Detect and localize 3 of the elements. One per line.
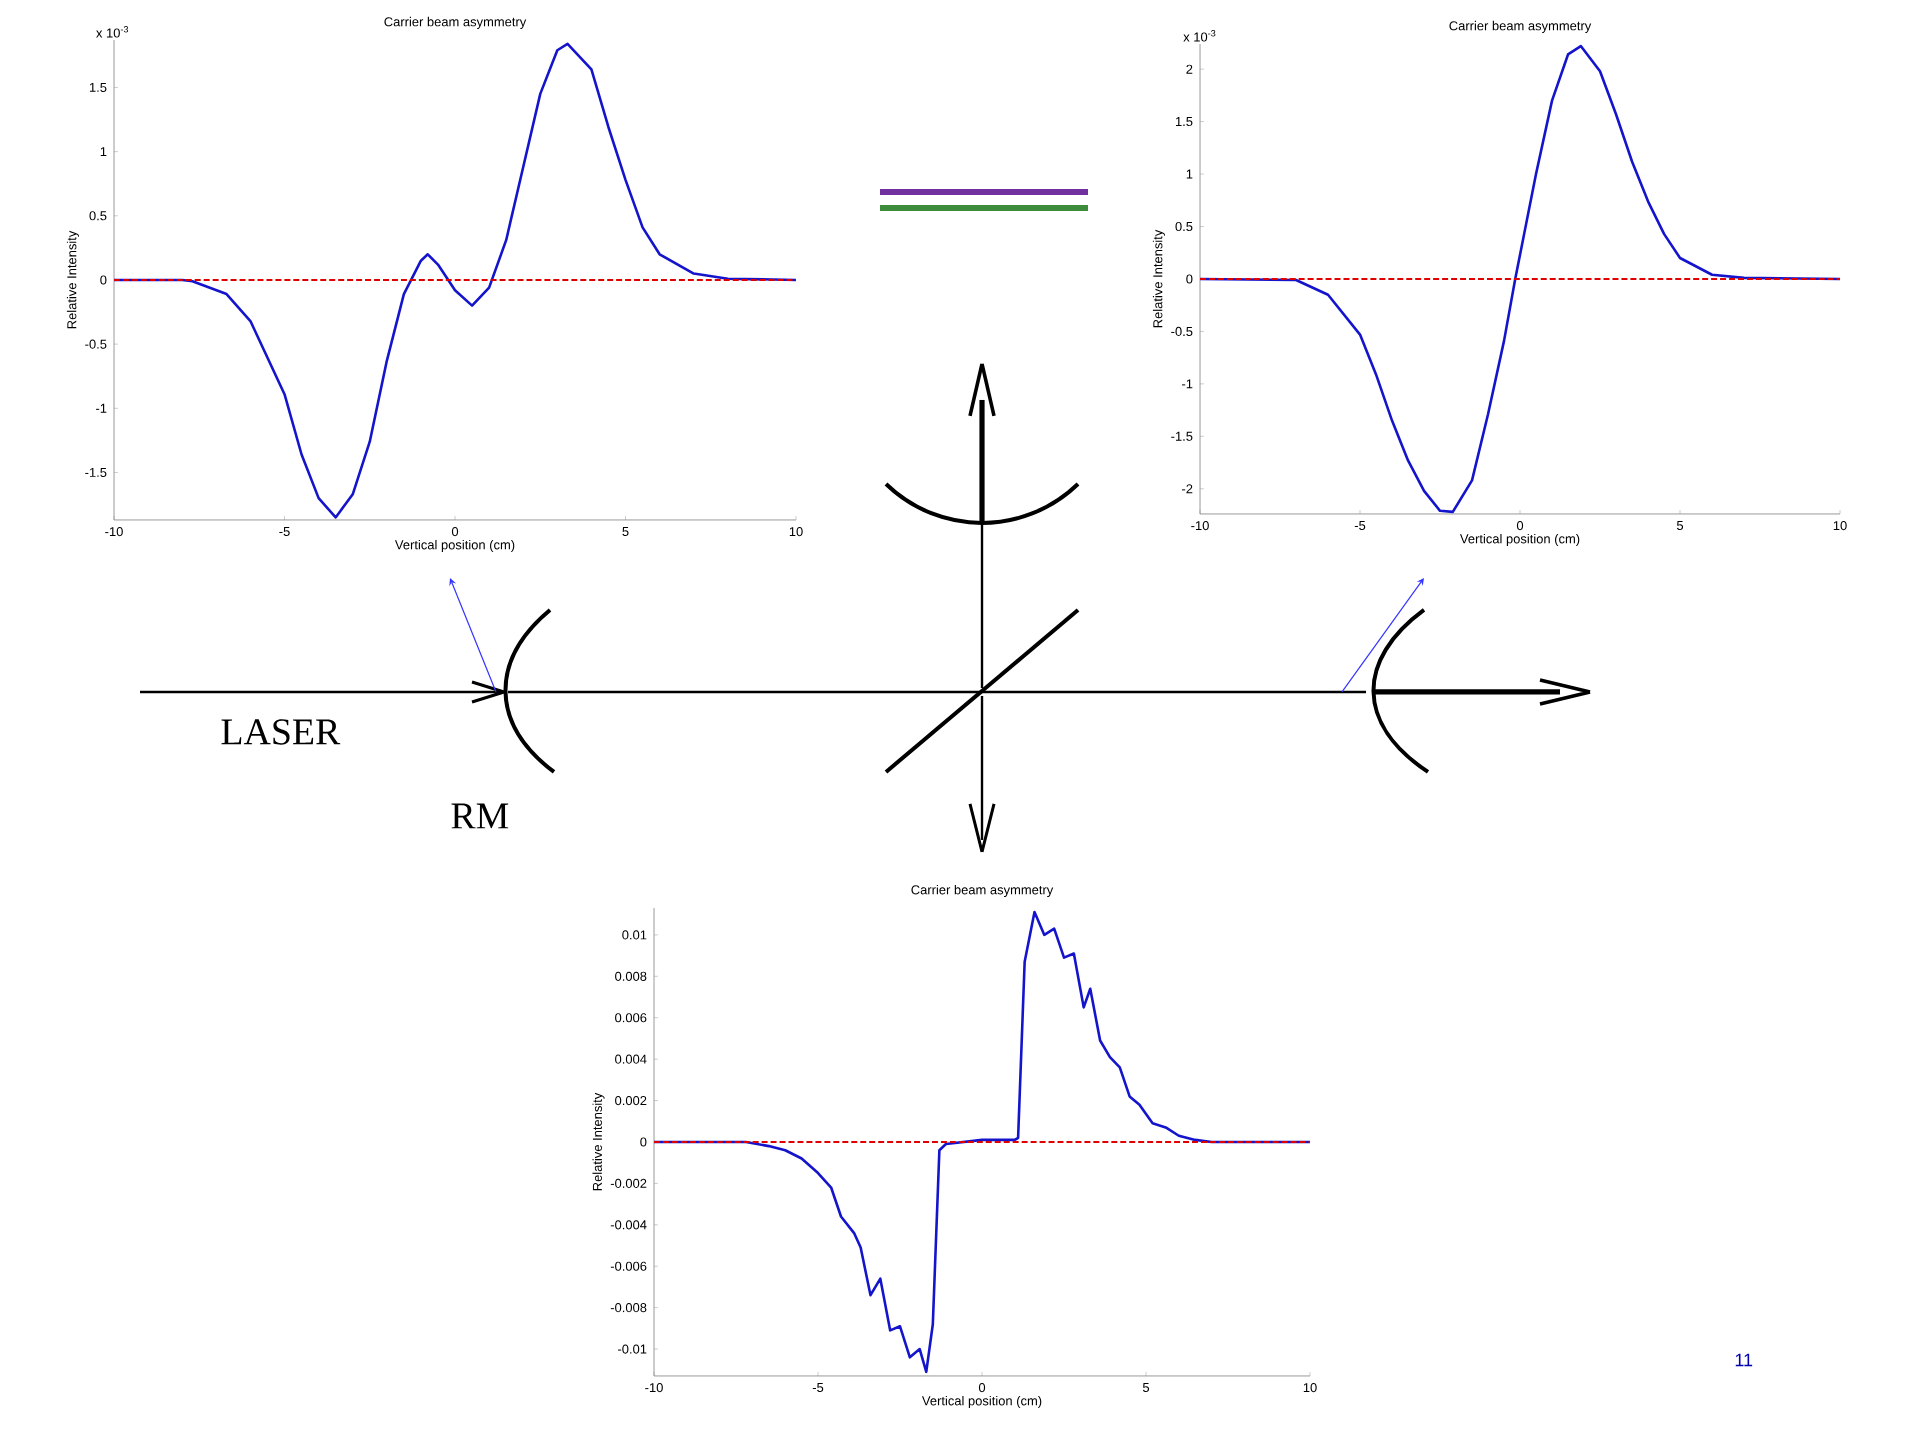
text: LASER (221, 719, 341, 745)
text: RM (451, 803, 509, 829)
text: 11 (1735, 1353, 1753, 1367)
